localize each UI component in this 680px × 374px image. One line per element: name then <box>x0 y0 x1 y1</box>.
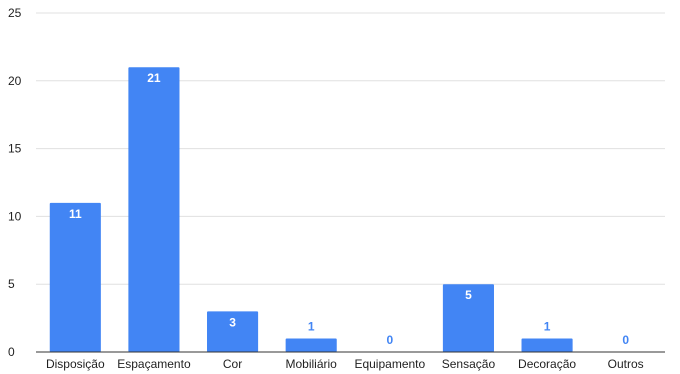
y-tick-label: 10 <box>8 209 22 223</box>
bar-cor <box>207 311 259 352</box>
data-label: 1 <box>308 319 315 333</box>
data-label: 1 <box>544 319 551 333</box>
data-label: 3 <box>229 315 236 329</box>
bar-sensação <box>442 284 494 352</box>
category-label: Espaçamento <box>117 357 191 371</box>
data-label: 11 <box>69 207 82 221</box>
data-label: 0 <box>386 333 393 347</box>
bar-disposição <box>49 202 101 352</box>
bar-espaçamento <box>128 67 180 353</box>
data-label: 21 <box>147 71 161 85</box>
bar-decoração <box>521 338 573 352</box>
category-labels: Disposição Espaçamento Cor Mobiliário Equipa… <box>46 357 644 371</box>
category-label: Sensação <box>442 357 496 371</box>
y-tick-label: 15 <box>8 142 22 156</box>
data-label: 0 <box>622 333 629 347</box>
category-label: Outros <box>608 357 644 371</box>
category-label: Equipamento <box>354 357 425 371</box>
data-label: 5 <box>465 288 472 302</box>
category-label: Disposição <box>46 357 105 371</box>
category-label: Cor <box>223 357 242 371</box>
y-tick-label: 25 <box>8 6 22 20</box>
bars <box>49 67 573 353</box>
y-tick-label: 20 <box>8 74 22 88</box>
y-tick-label: 5 <box>8 277 15 291</box>
y-axis-ticks: 0 5 10 15 20 25 <box>8 6 22 359</box>
category-label: Decoração <box>518 357 576 371</box>
category-label: Mobiliário <box>286 357 338 371</box>
bar-mobiliário <box>285 338 337 352</box>
y-tick-label: 0 <box>8 345 15 359</box>
